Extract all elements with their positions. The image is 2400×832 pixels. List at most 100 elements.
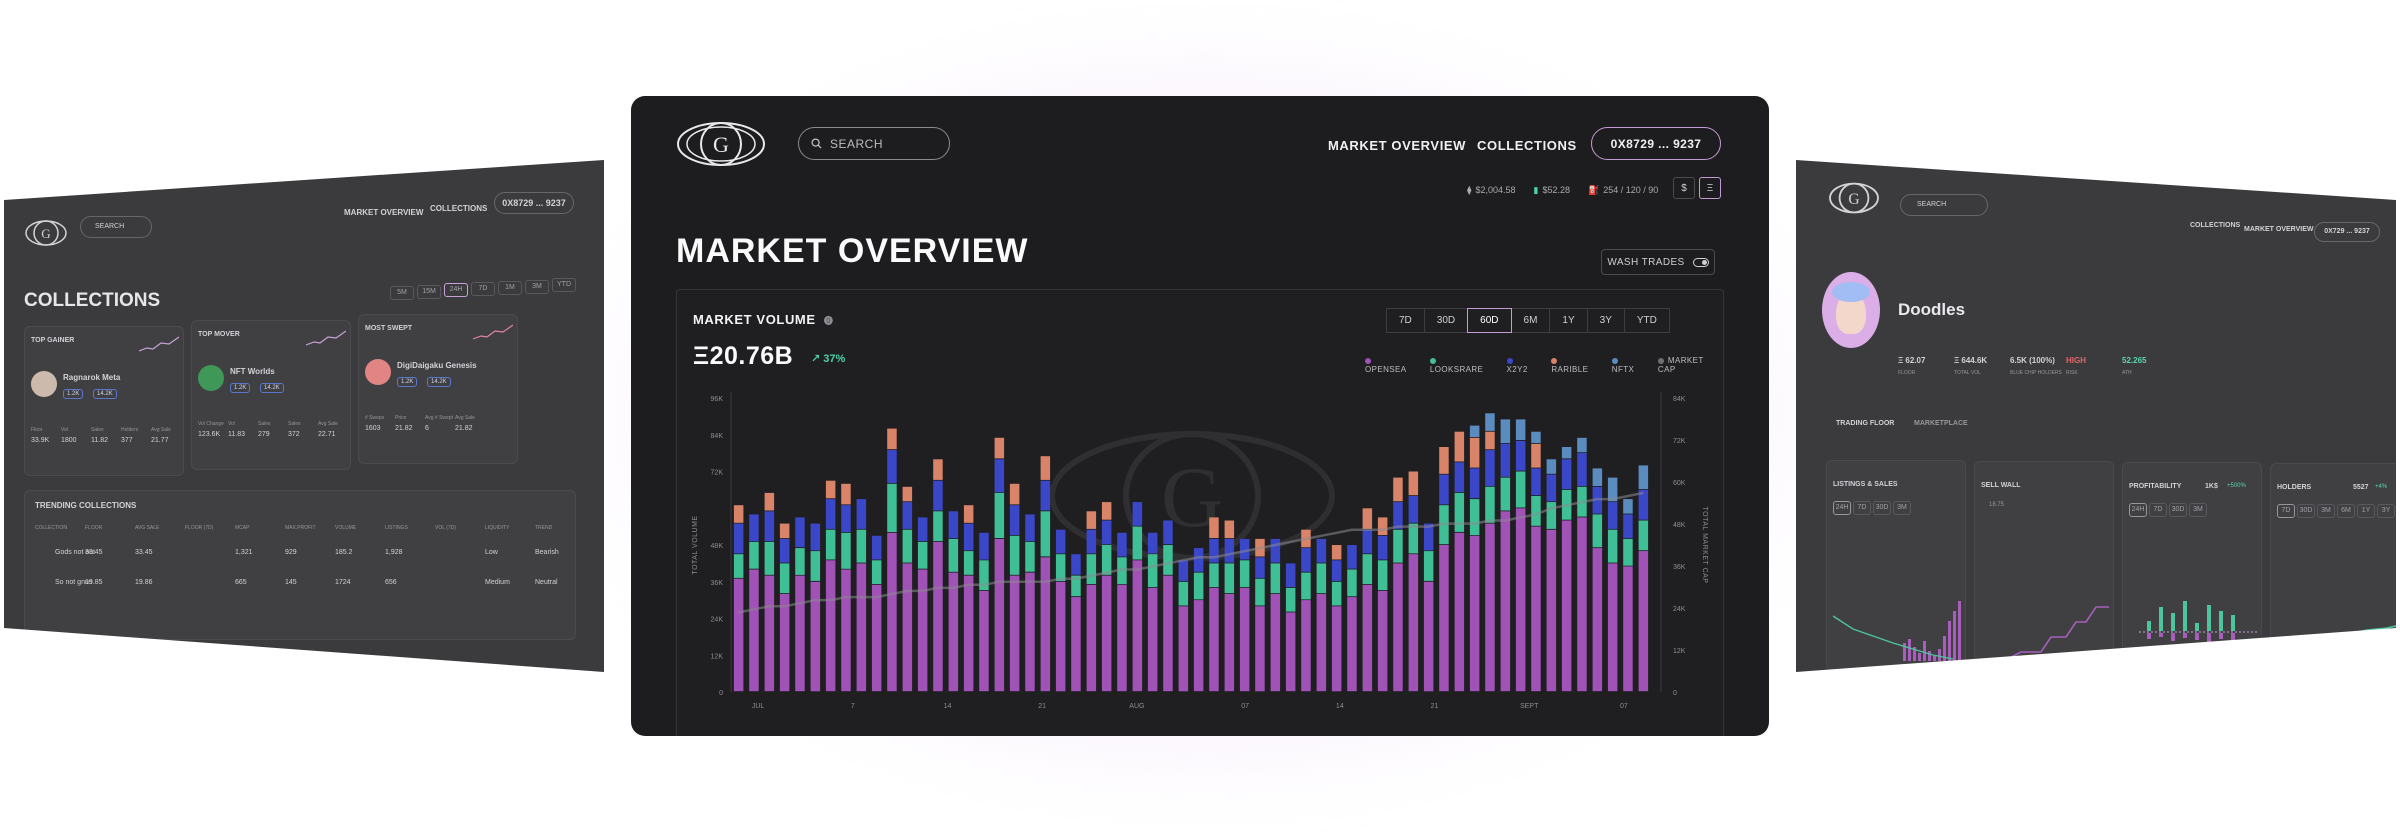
left-card-top-gainer[interactable]: TOP GAINER Ragnarok Meta 1.2K 14.2K Floor Vol…	[24, 326, 184, 476]
card-tab-1y[interactable]: 1Y	[2357, 504, 2375, 518]
stat-value: 1800	[61, 437, 77, 444]
bar-looksrare	[779, 563, 790, 594]
trending-column-header[interactable]: TREND	[535, 525, 553, 531]
stat-value: 33.9K	[31, 437, 50, 444]
stat-label: Vol	[61, 427, 68, 433]
stat-chip: 1.2K	[230, 383, 251, 393]
nav-market-overview[interactable]: MARKET OVERVIEW	[1328, 138, 1467, 153]
left-tab-3m[interactable]: 3M	[525, 279, 549, 294]
right-card-listings-sales[interactable]: LISTINGS & SALES 24H 7D 30D 3M	[1826, 460, 1966, 670]
trending-column-header[interactable]: FLOOR (7D)	[185, 525, 214, 531]
card-label: TOP MOVER	[198, 331, 240, 338]
right-tab-marketplace[interactable]: MARKETPLACE	[1914, 420, 1968, 427]
legend-opensea[interactable]: OPENSEA	[1365, 356, 1416, 374]
left-card-most-swept[interactable]: MOST SWEPT DigiDaigaku Genesis 1.2K 14.2K # …	[358, 314, 518, 464]
bar-x2y2	[1025, 514, 1035, 542]
trending-column-header[interactable]: LIQUIDITY	[485, 525, 510, 531]
bar-opensea	[1347, 597, 1357, 692]
eth-toggle[interactable]: Ξ	[1699, 177, 1721, 199]
tab-60d[interactable]: 60D	[1467, 308, 1512, 333]
bar-looksrare	[1623, 538, 1633, 566]
bar-looksrare	[1055, 554, 1066, 581]
tab-ytd[interactable]: YTD	[1623, 308, 1670, 333]
left-tab-7d[interactable]: 7D	[471, 282, 495, 297]
market-overview-window: G SEARCH MARKET OVERVIEW COLLECTIONS 0X8…	[631, 96, 1769, 736]
left-tab-ytd[interactable]: YTD	[552, 278, 576, 293]
y-tick-label: 12K	[711, 653, 724, 660]
bar-opensea	[856, 563, 867, 692]
trending-column-header[interactable]: LISTINGS	[385, 525, 408, 531]
left-tab-15m[interactable]: 15M	[417, 284, 441, 299]
card-tab-30d[interactable]: 30D	[2169, 503, 2187, 517]
wash-trades-toggle[interactable]: WASH TRADES	[1601, 249, 1715, 275]
trending-column-header[interactable]: COLLECTION	[35, 525, 67, 531]
card-tab-3y[interactable]: 3Y	[2377, 504, 2395, 518]
collection-name: DigiDaigaku Genesis	[397, 361, 477, 370]
card-tab-3m[interactable]: 3M	[2317, 504, 2335, 518]
trending-column-header[interactable]: MAX.PROFIT	[285, 525, 316, 531]
toggle-switch-icon[interactable]	[1692, 257, 1709, 267]
trending-column-header[interactable]: FLOOR	[85, 525, 103, 531]
right-wallet[interactable]: 0X729 ... 9237	[2314, 222, 2380, 242]
bar-x2y2	[1316, 538, 1327, 563]
right-card-holders[interactable]: HOLDERS 5527 +4% 7D 30D 3M 6M 1Y 3Y	[2270, 463, 2396, 672]
right-search[interactable]: SEARCH	[1900, 194, 1988, 216]
legend-looksrare[interactable]: LOOKSRARE	[1429, 356, 1493, 374]
legend-market-cap[interactable]: MARKET CAP	[1657, 356, 1723, 374]
bar-rarible	[779, 523, 790, 539]
bar-x2y2	[1531, 468, 1541, 496]
bar-opensea	[733, 578, 744, 692]
left-nav-collections[interactable]: COLLECTIONS	[430, 204, 488, 213]
left-search[interactable]: SEARCH	[80, 216, 152, 238]
left-tab-5m[interactable]: 5M	[390, 286, 414, 300]
card-tab-3m[interactable]: 3M	[2189, 503, 2207, 517]
stat-label: Vol Change	[198, 421, 224, 427]
right-nav-collections[interactable]: COLLECTIONS	[2190, 222, 2241, 229]
info-icon[interactable]: ⓿	[823, 316, 834, 326]
bar-opensea	[1147, 587, 1158, 692]
left-wallet[interactable]: 0X8729 ... 9237	[494, 192, 574, 214]
legend-rarible[interactable]: RARIBLE	[1551, 356, 1597, 374]
card-tab-24h[interactable]: 24H	[2129, 503, 2147, 517]
bar-rarible	[1040, 456, 1051, 480]
right-card-profitability[interactable]: PROFITABILITY 1K$ +500% 24H 7D 30D 3M	[2122, 462, 2262, 672]
bar-opensea	[1117, 584, 1127, 692]
card-tab-7d[interactable]: 7D	[2277, 504, 2295, 518]
bar-x2y2	[963, 523, 974, 551]
bar-looksrare	[1408, 523, 1419, 554]
left-tab-1m[interactable]: 1M	[498, 280, 522, 295]
wallet-button[interactable]: 0X8729 ... 9237	[1591, 127, 1721, 160]
card-tab-7d[interactable]: 7D	[1853, 501, 1871, 515]
trending-title: TRENDING COLLECTIONS	[35, 501, 137, 510]
bar-x2y2	[1561, 459, 1572, 490]
usd-toggle[interactable]: $	[1673, 177, 1695, 199]
nav-collections[interactable]: COLLECTIONS	[1477, 138, 1577, 153]
legend-nftx[interactable]: NFTX	[1611, 356, 1644, 374]
bar-looksrare	[1362, 554, 1373, 584]
trending-column-header[interactable]: VOLUME	[335, 525, 357, 531]
right-card-sell-wall[interactable]: SELL WALL 18.75	[1974, 461, 2114, 671]
card-tab-7d[interactable]: 7D	[2149, 503, 2167, 517]
card-tab-24h[interactable]: 24H	[1833, 501, 1851, 515]
card-tab-3m[interactable]: 3M	[1893, 501, 1911, 515]
bar-x2y2	[810, 523, 821, 551]
card-tab-30d[interactable]: 30D	[2297, 504, 2315, 518]
logo-icon[interactable]: G	[676, 120, 766, 168]
card-tab-6m[interactable]: 6M	[2337, 504, 2355, 518]
right-tab-trading-floor[interactable]: TRADING FLOOR	[1836, 420, 1895, 427]
trending-column-header[interactable]: AVG SALE	[135, 525, 160, 531]
collection-stat-label: RISK	[2066, 370, 2078, 376]
legend-x2y2[interactable]: X2Y2	[1506, 356, 1538, 374]
left-tab-24h[interactable]: 24H	[444, 283, 468, 298]
search-input[interactable]: SEARCH	[798, 127, 950, 160]
card-tab-30d[interactable]: 30D	[1873, 501, 1891, 515]
right-nav-market[interactable]: MARKET OVERVIEW	[2244, 226, 2314, 233]
stat-value: 377	[121, 437, 133, 444]
right-card-sub: 18.75	[1989, 502, 2005, 508]
bar-opensea	[1500, 511, 1511, 692]
left-card-top-mover[interactable]: TOP MOVER NFT Worlds 1.2K 14.2K Vol Change Vo…	[191, 320, 351, 470]
left-nav-market[interactable]: MARKET OVERVIEW	[344, 208, 424, 217]
trending-column-header[interactable]: VOL (7D)	[435, 525, 456, 531]
bar-looksrare	[1469, 499, 1480, 536]
trending-column-header[interactable]: MCAP	[235, 525, 250, 531]
